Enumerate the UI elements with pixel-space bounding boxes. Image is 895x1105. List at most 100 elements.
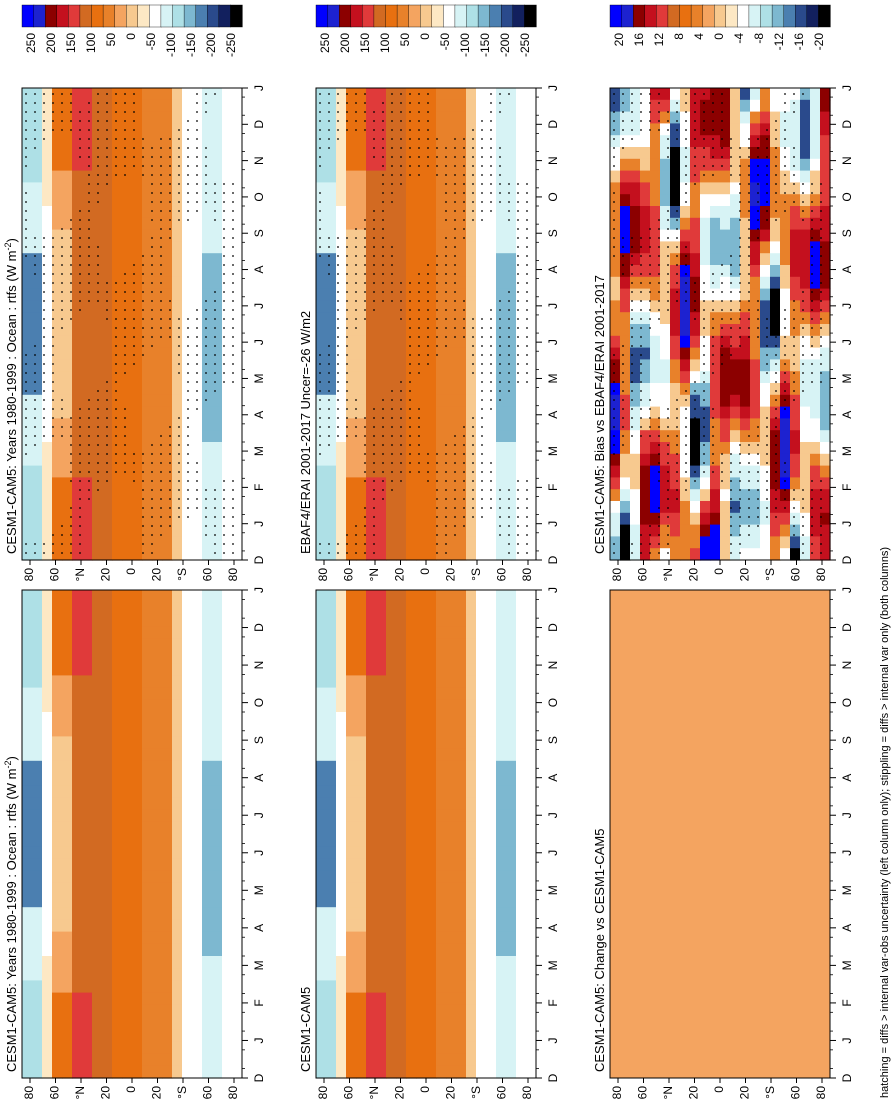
field-cell (142, 524, 153, 537)
field-cell (476, 797, 487, 811)
field-cell (316, 442, 327, 455)
field-cell (396, 1053, 407, 1067)
stipple-dot (133, 462, 135, 464)
stipple-dot (232, 345, 234, 347)
field-cell (32, 300, 43, 313)
field-cell (456, 194, 467, 207)
field-cell (406, 590, 417, 603)
stipple-dot (25, 246, 27, 248)
stipple-dot (481, 156, 483, 158)
field-cell (32, 324, 43, 337)
field-cell (42, 418, 53, 431)
stipple-dot (160, 246, 162, 248)
field-cell (222, 430, 233, 443)
stipple-dot (205, 336, 207, 338)
field-cell (416, 858, 427, 872)
field-cell (476, 111, 487, 124)
field-cell (192, 809, 203, 823)
stipple-dot (43, 246, 45, 248)
field-cell (346, 907, 357, 920)
field-cell (42, 687, 53, 701)
stipple-dot (79, 525, 81, 527)
field-cell (142, 312, 153, 325)
field-cell (222, 359, 233, 372)
field-cell (336, 980, 347, 994)
field-cell (416, 882, 427, 896)
field-cell (396, 773, 407, 786)
stipple-dot (346, 237, 348, 239)
field-cell (232, 99, 243, 113)
stipple-dot (61, 282, 63, 284)
field-cell (182, 548, 193, 561)
field-cell (406, 785, 417, 798)
field-cell (476, 736, 487, 750)
field-cell (516, 442, 527, 455)
field-cell (162, 312, 173, 325)
field-cell (346, 430, 357, 443)
stipple-dot (382, 444, 384, 446)
month-label: M (546, 373, 560, 383)
field-cell (426, 1065, 437, 1079)
stipple-dot (79, 138, 81, 140)
month-label: D (252, 120, 266, 129)
stipple-dot (214, 309, 216, 311)
stipple-dot (373, 246, 375, 248)
stipple-dot (70, 273, 72, 275)
field-cell (376, 217, 387, 231)
stipple-dot (43, 111, 45, 113)
field-cell (142, 992, 153, 1006)
field-cell (212, 748, 223, 762)
field-cell (42, 663, 53, 676)
field-cell (476, 406, 487, 419)
field-cell (192, 943, 203, 957)
stipple-dot (391, 300, 393, 302)
field-cell (466, 1029, 477, 1042)
stipple-dot (454, 147, 456, 149)
field-cell (376, 687, 387, 701)
stipple-dot (97, 489, 99, 491)
stipple-dot (319, 408, 321, 410)
stipple-dot (205, 111, 207, 113)
field-cell (416, 524, 427, 537)
stipple-dot (70, 435, 72, 437)
field-cell (416, 943, 427, 957)
field-cell (476, 158, 487, 172)
field-cell (112, 335, 123, 349)
field-cell (376, 88, 387, 101)
field-cell (466, 501, 477, 514)
stipple-dot (490, 354, 492, 356)
field-cell (446, 312, 457, 325)
stipple-dot (43, 426, 45, 428)
field-cell (82, 194, 93, 207)
stipple-dot (319, 228, 321, 230)
stipple-dot (490, 174, 492, 176)
field-cell (212, 347, 223, 360)
field-cell (416, 821, 427, 835)
field-cell (172, 430, 183, 443)
field-cell (222, 147, 233, 160)
stipple-dot (52, 552, 54, 554)
field-cell (122, 1004, 133, 1018)
field-cell (446, 968, 457, 981)
field-cell (386, 288, 397, 301)
field-cell (132, 943, 143, 957)
stipple-dot (43, 552, 45, 554)
stipple-dot (43, 120, 45, 122)
field-cell (42, 276, 53, 290)
field-cell (376, 968, 387, 981)
field-cell (466, 858, 477, 872)
field-cell (152, 992, 163, 1006)
field-cell (232, 773, 243, 786)
field-cell (376, 265, 387, 278)
field-cell (396, 614, 407, 628)
field-cell (52, 870, 63, 884)
field-cell (396, 300, 407, 313)
field-cell (396, 418, 407, 431)
stipple-dot (382, 498, 384, 500)
field-cell (232, 590, 243, 603)
field-cell (456, 931, 467, 945)
stipple-dot (25, 408, 27, 410)
lat-label: 80 (226, 1086, 240, 1100)
stipple-dot (187, 462, 189, 464)
field-cell (42, 253, 53, 266)
